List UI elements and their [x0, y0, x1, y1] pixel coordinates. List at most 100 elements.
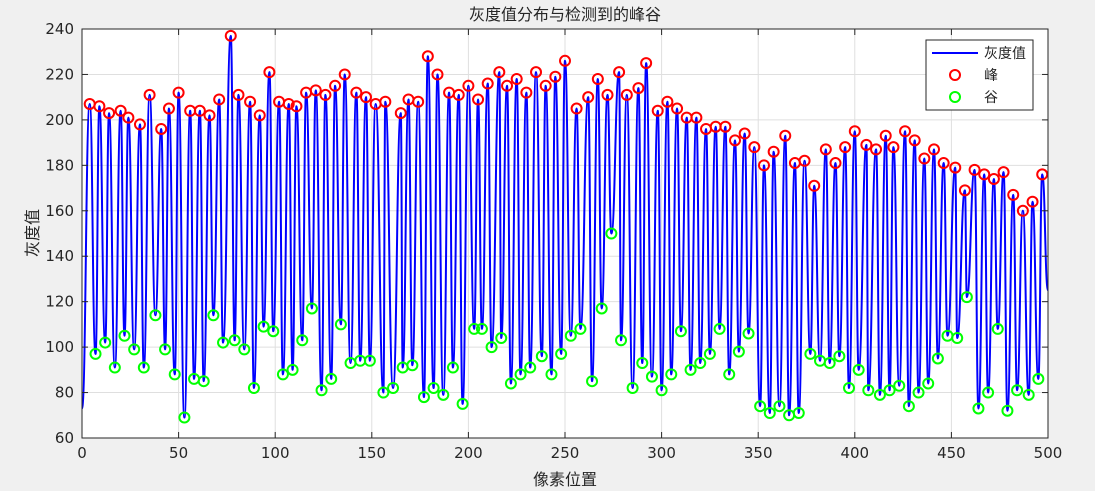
peak-marker — [103, 107, 116, 120]
x-tick-label: 200 — [454, 444, 483, 462]
valley-marker — [334, 318, 347, 331]
valley-marker — [118, 329, 131, 342]
valley-marker — [545, 368, 558, 381]
peak-marker — [1007, 188, 1020, 201]
peak-marker — [899, 125, 912, 138]
peak-marker — [282, 97, 295, 110]
peak-marker — [501, 79, 514, 92]
valley-marker — [495, 332, 508, 345]
valley-marker — [456, 397, 469, 410]
legend-peak-marker — [949, 69, 961, 81]
legend-label-line: 灰度值 — [984, 46, 1026, 62]
valley-marker — [276, 368, 289, 381]
valley-marker — [1001, 404, 1014, 417]
peak-marker — [829, 157, 842, 170]
y-tick-label: 180 — [45, 156, 74, 174]
peak-marker — [729, 134, 742, 147]
valley-marker — [754, 400, 767, 413]
peak-marker — [412, 95, 425, 108]
peak-marker — [719, 120, 732, 133]
peak-marker — [819, 143, 832, 156]
peak-marker — [213, 93, 226, 106]
valley-marker — [377, 386, 390, 399]
valley-marker — [137, 361, 150, 374]
y-tick-label: 160 — [45, 202, 74, 220]
valley-marker — [574, 322, 587, 335]
valley-marker — [305, 302, 318, 315]
peak-marker — [870, 143, 883, 156]
valley-marker — [991, 322, 1004, 335]
peak-marker — [997, 166, 1010, 179]
y-tick-label: 220 — [45, 65, 74, 83]
peak-marker — [738, 127, 751, 140]
x-tick-label: 450 — [937, 444, 966, 462]
valley-marker — [674, 325, 687, 338]
marker-layer — [83, 29, 1049, 424]
valley-marker — [228, 334, 241, 347]
valley-marker — [951, 332, 964, 345]
valley-marker — [960, 291, 973, 304]
peak-marker — [539, 79, 552, 92]
valley-marker — [823, 357, 836, 370]
peak-marker — [757, 159, 770, 172]
peak-marker — [559, 54, 571, 67]
grid — [82, 29, 1048, 438]
y-tick-label: 140 — [45, 247, 74, 265]
peak-marker — [958, 184, 971, 197]
peak-marker — [481, 77, 494, 90]
peak-marker — [549, 70, 562, 83]
legend: 灰度值 峰 谷 — [925, 39, 1034, 111]
tick-layer: 0 50 100 150 200 250 300 350 400 450 500 60 80 100 120… — [45, 20, 1062, 462]
valley-marker — [149, 309, 162, 322]
valley-marker — [763, 407, 776, 420]
peak-marker — [452, 88, 465, 101]
valley-marker — [555, 347, 568, 360]
peak-marker — [978, 168, 991, 181]
y-tick-label: 200 — [45, 111, 74, 129]
y-tick-label: 100 — [45, 338, 74, 356]
valley-marker — [902, 400, 915, 413]
peak-marker — [360, 91, 373, 104]
valley-marker — [89, 347, 102, 360]
valley-marker — [931, 352, 944, 365]
valley-marker — [197, 375, 210, 388]
valley-marker — [504, 377, 517, 390]
valley-marker — [514, 368, 527, 381]
peak-marker — [162, 102, 175, 115]
peak-marker — [114, 104, 127, 117]
peak-marker — [620, 88, 633, 101]
valley-marker — [684, 363, 697, 376]
peak-marker — [748, 141, 761, 154]
peak-marker — [949, 161, 962, 174]
valley-marker — [843, 382, 856, 395]
valley-marker — [325, 372, 338, 385]
peak-marker — [613, 66, 626, 79]
peak-marker — [394, 107, 407, 120]
peak-marker — [263, 66, 276, 79]
legend-valley-marker — [949, 91, 961, 103]
peak-marker — [93, 100, 106, 113]
peak-marker — [431, 68, 444, 81]
legend-label-valley: 谷 — [984, 90, 998, 106]
chart-title: 灰度值分布与检测到的峰谷 — [469, 5, 661, 24]
valley-marker — [1032, 372, 1045, 385]
valley-marker — [178, 411, 191, 424]
valley-marker — [168, 368, 181, 381]
peak-marker — [651, 104, 664, 117]
peak-marker — [319, 88, 332, 101]
x-tick-label: 100 — [261, 444, 290, 462]
valley-marker — [485, 341, 498, 354]
peak-marker — [937, 157, 950, 170]
peak-marker — [253, 109, 266, 122]
valley-marker — [703, 347, 716, 360]
valley-marker — [99, 336, 112, 349]
peak-marker — [244, 95, 257, 108]
valley-marker — [742, 327, 755, 340]
peak-marker — [462, 79, 475, 92]
valley-marker — [427, 382, 440, 395]
valley-marker — [862, 384, 875, 397]
valley-marker — [267, 325, 280, 338]
valley-marker — [645, 370, 658, 383]
valley-marker — [417, 391, 430, 404]
valley-marker — [605, 227, 618, 240]
